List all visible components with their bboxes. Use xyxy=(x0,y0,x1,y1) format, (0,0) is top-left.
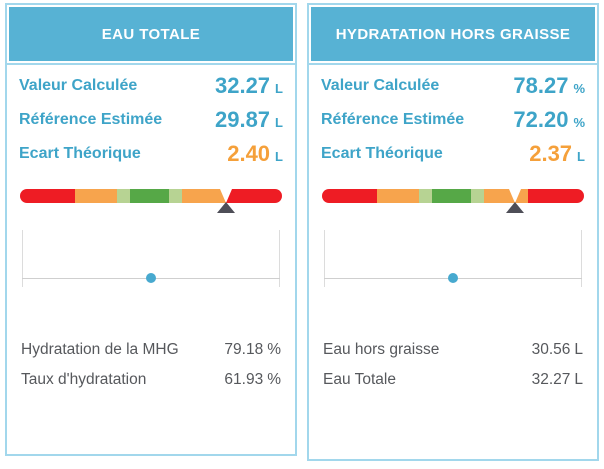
stat-number: 78.27 xyxy=(513,73,569,98)
stat-label: Valeur Calculée xyxy=(19,77,138,94)
stat-row-ecart-theorique: Ecart Théorique 2.37 L xyxy=(321,137,585,171)
gauge-segment xyxy=(130,189,170,203)
detail-label: Hydratation de la MHG xyxy=(21,341,179,358)
slider-left-end xyxy=(22,230,23,287)
gauge-notch xyxy=(219,189,232,203)
stat-row-valeur-calculee: Valeur Calculée 78.27 % xyxy=(321,69,585,103)
value-slider xyxy=(324,230,582,287)
stat-unit: L xyxy=(275,81,283,96)
detail-value: 30.56 L xyxy=(532,341,583,359)
panel-title: EAU TOTALE xyxy=(101,25,201,43)
stat-value: 2.37 L xyxy=(529,141,585,167)
stat-row-valeur-calculee: Valeur Calculée 32.27 L xyxy=(19,69,283,103)
gauge-segment xyxy=(432,189,472,203)
slider-handle[interactable] xyxy=(146,273,156,283)
gauge-segment xyxy=(377,189,419,203)
panel-eau-totale: EAU TOTALE Valeur Calculée 32.27 L Référ… xyxy=(5,3,297,456)
gauge-segment xyxy=(471,189,485,203)
detail-unit: L xyxy=(574,341,583,358)
header-separator xyxy=(309,63,597,65)
gauge-segment xyxy=(322,189,378,203)
detail-unit: % xyxy=(267,371,281,388)
detail-row: Hydratation de la MHG 79.18 % xyxy=(21,335,281,365)
stat-number: 32.27 xyxy=(214,73,271,98)
detail-row: Taux d'hydratation 61.93 % xyxy=(21,365,281,395)
gauge-segment xyxy=(20,189,76,203)
panel-header: EAU TOTALE xyxy=(9,7,293,61)
detail-value: 32.27 L xyxy=(532,371,583,389)
stat-value: 2.40 L xyxy=(227,141,283,167)
stat-row-reference-estimee: Référence Estimée 29.87 L xyxy=(19,103,283,137)
gauge-segment xyxy=(169,189,183,203)
detail-number: 30.56 xyxy=(531,341,571,358)
stat-unit: L xyxy=(275,115,283,130)
gauge-segment xyxy=(182,189,226,203)
stat-value: 29.87 L xyxy=(215,107,283,133)
stat-unit: L xyxy=(577,149,585,164)
details-list: Hydratation de la MHG 79.18 % Taux d'hyd… xyxy=(7,335,295,395)
stats-list: Valeur Calculée 78.27 % Référence Estimé… xyxy=(309,65,597,171)
detail-label: Eau hors graisse xyxy=(323,341,440,358)
stat-number: 2.37 xyxy=(529,141,573,166)
header-separator xyxy=(7,63,295,65)
stat-value: 72.20 % xyxy=(513,107,585,133)
stat-unit: % xyxy=(573,81,585,96)
details-list: Eau hors graisse 30.56 L Eau Totale 32.2… xyxy=(309,335,597,395)
stat-row-reference-estimee: Référence Estimée 72.20 % xyxy=(321,103,585,137)
stat-value: 32.27 L xyxy=(215,73,283,99)
stat-value: 78.27 % xyxy=(513,73,585,99)
gauge-marker-triangle-icon xyxy=(506,202,525,213)
value-slider xyxy=(22,230,280,287)
detail-number: 79.18 xyxy=(224,341,264,358)
detail-unit: L xyxy=(574,371,583,388)
panel-hydratation-hors-graisse: HYDRATATION HORS GRAISSE Valeur Calculée… xyxy=(307,3,599,461)
gauge-notch xyxy=(509,189,522,203)
gauge-segment xyxy=(75,189,117,203)
stat-label: Ecart Théorique xyxy=(321,145,443,162)
gauge-bar xyxy=(322,189,584,203)
detail-number: 32.27 xyxy=(531,371,571,388)
detail-label: Taux d'hydratation xyxy=(21,371,147,388)
slider-right-end xyxy=(581,230,582,287)
detail-value: 79.18 % xyxy=(224,341,281,359)
detail-unit: % xyxy=(267,341,281,358)
stat-number: 72.20 xyxy=(513,107,569,132)
stat-row-ecart-theorique: Ecart Théorique 2.40 L xyxy=(19,137,283,171)
detail-row: Eau Totale 32.27 L xyxy=(323,365,583,395)
panel-header: HYDRATATION HORS GRAISSE xyxy=(311,7,595,61)
slider-right-end xyxy=(279,230,280,287)
slider-handle[interactable] xyxy=(448,273,458,283)
range-gauge xyxy=(20,189,282,216)
gauge-segment xyxy=(116,189,131,203)
gauge-marker-triangle-icon xyxy=(216,202,235,213)
slider-left-end xyxy=(324,230,325,287)
stat-label: Référence Estimée xyxy=(19,111,163,128)
range-gauge xyxy=(322,189,584,216)
detail-row: Eau hors graisse 30.56 L xyxy=(323,335,583,365)
stat-label: Ecart Théorique xyxy=(19,145,141,162)
gauge-segment xyxy=(527,189,584,203)
stat-number: 29.87 xyxy=(214,107,271,132)
stats-list: Valeur Calculée 32.27 L Référence Estimé… xyxy=(7,65,295,171)
detail-value: 61.93 % xyxy=(224,371,281,389)
gauge-segment xyxy=(484,189,528,203)
stat-unit: % xyxy=(573,115,585,130)
detail-number: 61.93 xyxy=(224,371,264,388)
stat-label: Valeur Calculée xyxy=(321,77,440,94)
stat-unit: L xyxy=(275,149,283,164)
gauge-segment xyxy=(225,189,282,203)
stat-number: 2.40 xyxy=(227,141,271,166)
panel-title: HYDRATATION HORS GRAISSE xyxy=(335,25,571,43)
gauge-bar xyxy=(20,189,282,203)
detail-label: Eau Totale xyxy=(323,371,396,388)
stat-label: Référence Estimée xyxy=(321,111,465,128)
gauge-segment xyxy=(418,189,433,203)
